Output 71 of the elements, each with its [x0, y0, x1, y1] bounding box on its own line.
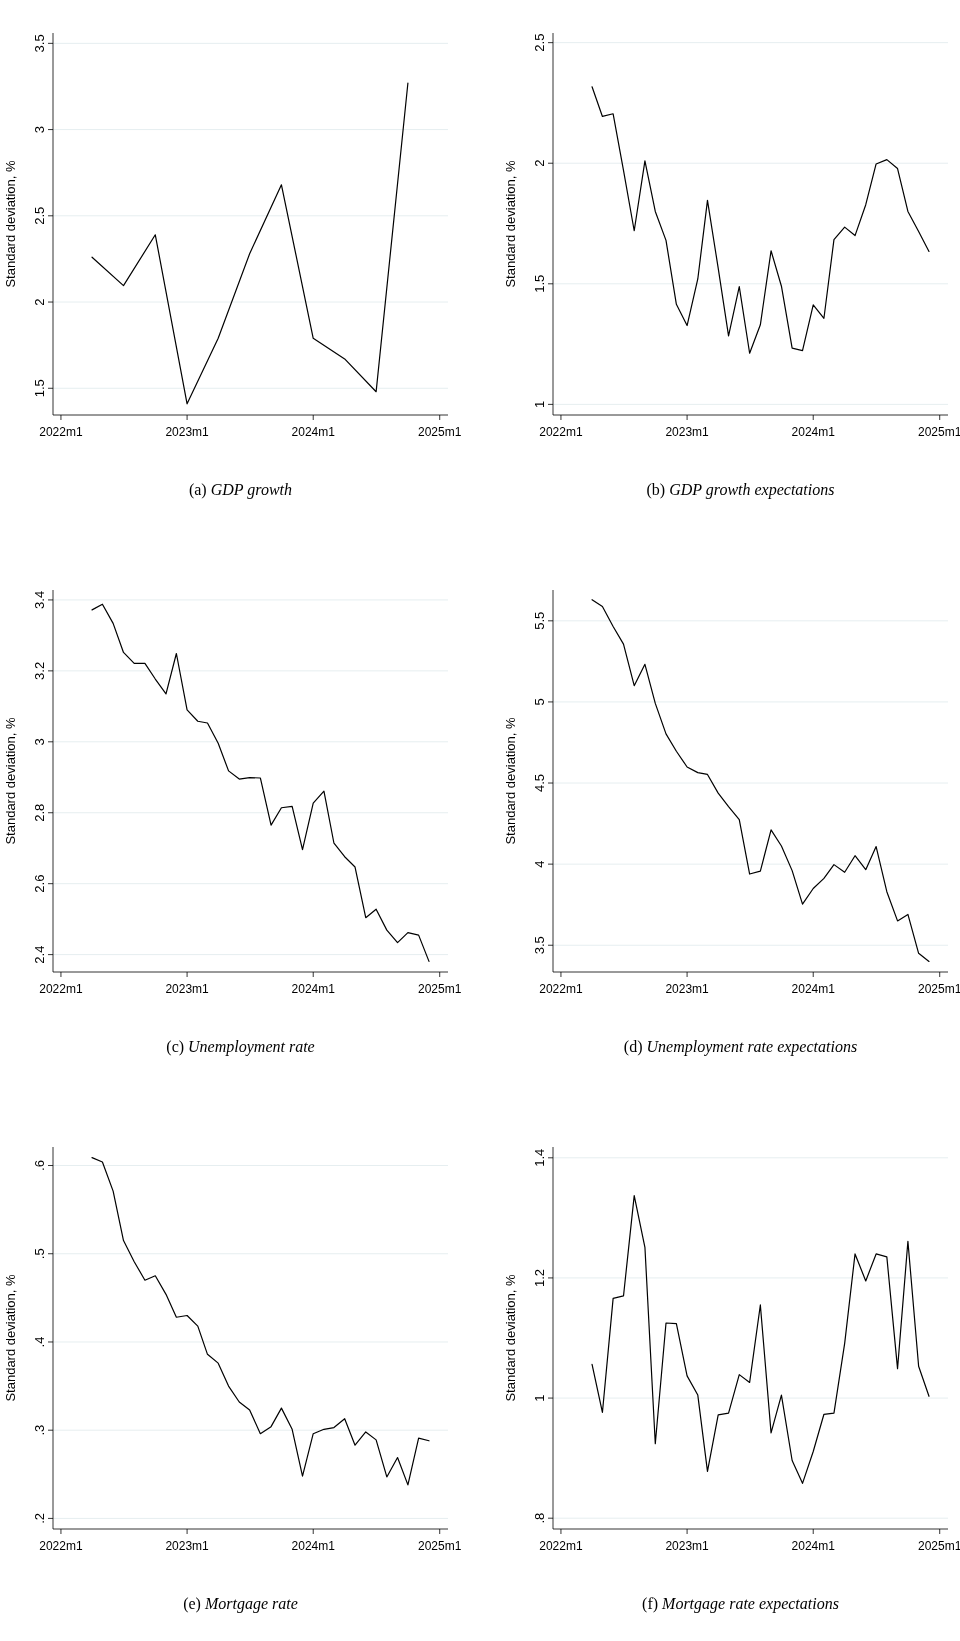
y-tick-label: 2.5: [532, 33, 547, 52]
y-tick-label: 2: [32, 298, 47, 306]
x-tick-label: 2022m1: [539, 425, 583, 439]
y-tick-label: .8: [532, 1512, 547, 1524]
line-series: [91, 82, 409, 405]
y-tick-label: 2.6: [32, 874, 47, 893]
line-series: [591, 86, 930, 354]
y-tick-label: 1.4: [532, 1148, 547, 1167]
y-tick-label: 4: [532, 860, 547, 868]
text: (c) Unemployment rate: [166, 1038, 315, 1056]
y-tick-label: 1.2: [532, 1268, 547, 1287]
text: (a) GDP growth: [188, 481, 293, 499]
y-tick-label: .4: [32, 1336, 47, 1348]
y-tick-label: .6: [32, 1160, 47, 1171]
y-tick-label: 3.2: [32, 661, 47, 680]
x-tick-label: 2023m1: [665, 425, 710, 439]
y-tick-label: 3: [32, 738, 47, 746]
x-tick-label: 2022m1: [539, 1539, 583, 1553]
x-tick-label: 2024m1: [791, 1539, 836, 1553]
x-tick-label: 2025m1: [918, 982, 960, 996]
y-tick-label: 3.5: [32, 34, 47, 53]
y-axis-title: Standard deviation, %: [3, 159, 18, 288]
x-tick-label: 2022m1: [39, 982, 83, 996]
x-tick-label: 2024m1: [791, 982, 836, 996]
y-tick-label: 2.5: [32, 206, 47, 225]
y-tick-label: 1: [532, 1394, 547, 1402]
x-tick-label: 2025m1: [418, 425, 462, 439]
y-axis-title: Standard deviation, %: [503, 716, 518, 845]
line-series: [591, 599, 930, 963]
y-tick-label: .2: [32, 1512, 47, 1524]
text: (f) Mortgage rate expectations: [642, 1595, 839, 1613]
y-axis-title: Standard deviation, %: [503, 1273, 518, 1402]
line-series: [91, 603, 430, 962]
y-tick-label: 1: [532, 400, 547, 409]
y-tick-label: .3: [32, 1424, 47, 1436]
y-tick-label: 3: [32, 125, 47, 134]
line-series: [91, 1156, 430, 1486]
x-tick-label: 2023m1: [165, 425, 210, 439]
x-tick-label: 2022m1: [539, 982, 583, 996]
x-tick-label: 2023m1: [665, 982, 710, 996]
x-tick-label: 2022m1: [39, 425, 83, 439]
y-tick-label: 2.8: [32, 803, 47, 822]
y-tick-label: 5: [532, 698, 547, 706]
y-axis-title: Standard deviation, %: [3, 716, 18, 845]
x-tick-label: 2025m1: [418, 982, 462, 996]
x-tick-label: 2024m1: [291, 425, 336, 439]
y-tick-label: 5.5: [532, 611, 547, 630]
line-series: [591, 1195, 930, 1484]
y-tick-label: 1.5: [532, 274, 547, 293]
y-axis-title: Standard deviation, %: [503, 159, 518, 288]
x-tick-label: 2024m1: [791, 425, 836, 439]
x-tick-label: 2023m1: [165, 1539, 210, 1553]
y-tick-label: .5: [32, 1248, 47, 1260]
text: (d) Unemployment rate expectations: [623, 1038, 858, 1056]
x-tick-label: 2023m1: [665, 1539, 710, 1553]
text: (b) GDP growth expectations: [646, 481, 835, 499]
x-tick-label: 2024m1: [291, 1539, 336, 1553]
text: (e) Mortgage rate: [183, 1595, 298, 1613]
y-tick-label: 4.5: [532, 773, 547, 793]
x-tick-label: 2022m1: [39, 1539, 83, 1553]
y-axis-title: Standard deviation, %: [3, 1273, 18, 1402]
x-tick-label: 2025m1: [418, 1539, 462, 1553]
y-tick-label: 3.4: [32, 590, 47, 609]
y-tick-label: 2: [532, 159, 547, 167]
x-tick-label: 2023m1: [165, 982, 210, 996]
x-tick-label: 2025m1: [918, 1539, 960, 1553]
x-tick-label: 2025m1: [918, 425, 960, 439]
x-tick-label: 2024m1: [291, 982, 336, 996]
y-tick-label: 3.5: [532, 936, 547, 955]
y-tick-label: 2.4: [32, 945, 47, 964]
y-tick-label: 1.5: [32, 379, 47, 398]
